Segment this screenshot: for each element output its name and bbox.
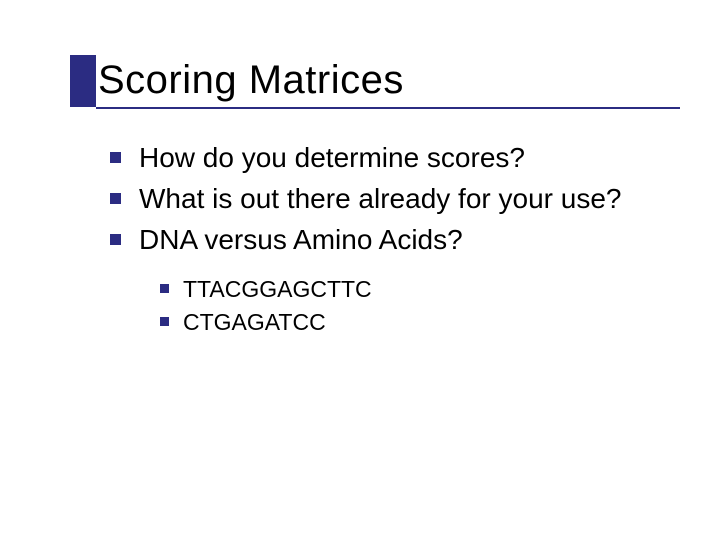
square-bullet-icon	[110, 152, 121, 163]
list-item: How do you determine scores?	[110, 140, 680, 175]
bullet-text: CTGAGATCC	[183, 308, 326, 337]
list-item: What is out there already for your use?	[110, 181, 680, 216]
bullet-text: What is out there already for your use?	[139, 181, 621, 216]
bullet-list-level2: TTACGGAGCTTC CTGAGATCC	[160, 275, 680, 337]
list-item: TTACGGAGCTTC	[160, 275, 680, 304]
slide: Scoring Matrices How do you determine sc…	[0, 0, 720, 540]
slide-body: How do you determine scores? What is out…	[110, 140, 680, 341]
bullet-list-level1: How do you determine scores? What is out…	[110, 140, 680, 257]
list-item: DNA versus Amino Acids?	[110, 222, 680, 257]
square-bullet-icon	[110, 234, 121, 245]
square-bullet-icon	[160, 317, 169, 326]
title-underline	[96, 107, 680, 109]
title-block: Scoring Matrices	[70, 55, 404, 107]
square-bullet-icon	[110, 193, 121, 204]
square-bullet-icon	[160, 284, 169, 293]
bullet-text: DNA versus Amino Acids?	[139, 222, 463, 257]
bullet-text: TTACGGAGCTTC	[183, 275, 372, 304]
list-item: CTGAGATCC	[160, 308, 680, 337]
slide-title: Scoring Matrices	[96, 58, 404, 107]
bullet-text: How do you determine scores?	[139, 140, 525, 175]
title-accent-bar	[70, 55, 96, 107]
